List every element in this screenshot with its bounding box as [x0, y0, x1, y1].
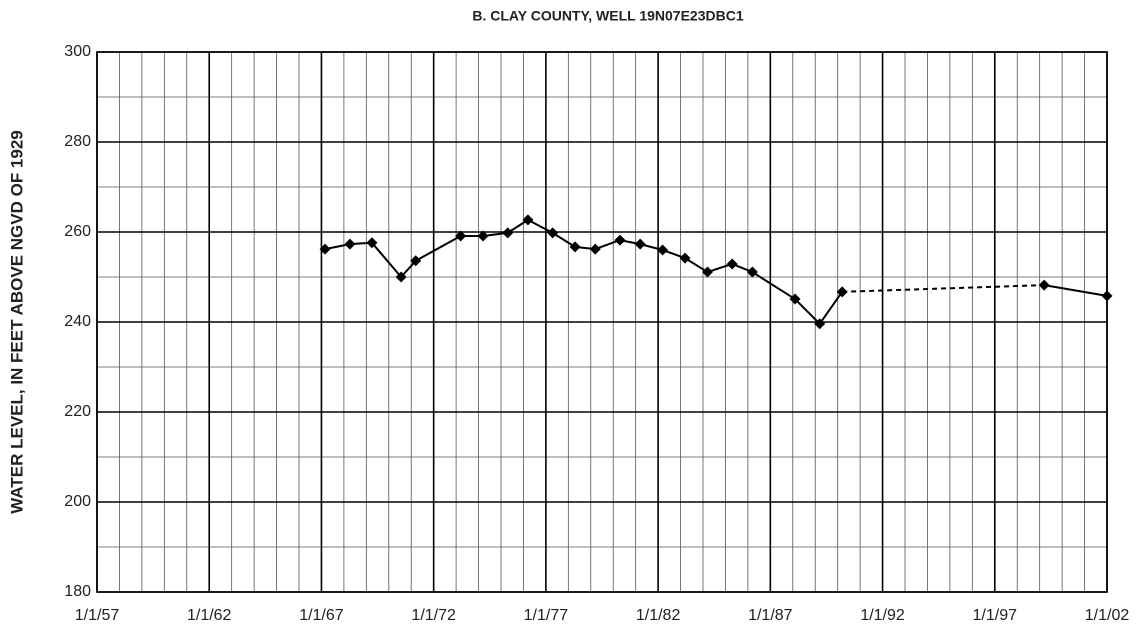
data-point: [657, 244, 669, 256]
line-segment: [371, 242, 402, 278]
data-point: [701, 266, 713, 278]
data-point: [836, 286, 848, 298]
y-axis-label: WATER LEVEL, IN FEET ABOVE NGVD OF 1929: [7, 130, 26, 514]
line-segment: [507, 219, 529, 234]
x-tick-label: 1/1/72: [411, 607, 456, 624]
data-point: [477, 230, 489, 242]
x-tick-label: 1/1/97: [973, 607, 1018, 624]
data-point: [410, 255, 422, 267]
line-segment: [842, 284, 1045, 293]
line-segment: [527, 218, 554, 234]
x-tick-label: 1/1/92: [860, 607, 905, 624]
data-point: [395, 271, 407, 283]
data-point: [746, 266, 758, 278]
y-tick-label: 180: [64, 583, 91, 600]
line-segment: [818, 291, 843, 325]
y-tick-label: 220: [64, 403, 91, 420]
data-point: [366, 237, 378, 249]
y-tick-label: 240: [64, 313, 91, 330]
x-tick-label: 1/1/62: [187, 607, 232, 624]
data-point: [679, 252, 691, 264]
data-point: [614, 234, 626, 246]
data-point: [344, 238, 356, 250]
data-point: [319, 243, 331, 255]
chart-title: B. CLAY COUNTY, WELL 19N07E23DBC1: [472, 8, 743, 24]
data-point: [547, 227, 559, 239]
line-segment: [684, 257, 709, 273]
line-segment: [794, 298, 821, 325]
x-tick-label: 1/1/82: [636, 607, 681, 624]
line-segment: [415, 235, 462, 262]
x-tick-label: 1/1/87: [748, 607, 793, 624]
y-tick-label: 280: [64, 133, 91, 150]
data-point: [569, 241, 581, 253]
data-point: [1101, 290, 1113, 302]
data-point: [589, 243, 601, 255]
x-tick-label: 1/1/67: [299, 607, 344, 624]
y-tick-label: 200: [64, 493, 91, 510]
line-segment: [751, 271, 796, 300]
x-tick-label: 1/1/57: [75, 607, 120, 624]
data-point: [455, 230, 467, 242]
data-point: [502, 227, 514, 239]
line-segment: [1043, 284, 1108, 297]
data-point: [814, 318, 826, 330]
x-tick-label: 1/1/02: [1085, 607, 1130, 624]
line-segment: [594, 239, 621, 251]
data-point: [1038, 279, 1050, 291]
y-tick-label: 300: [64, 43, 91, 60]
data-point: [789, 293, 801, 305]
data-point: [522, 214, 534, 226]
data-point: [634, 238, 646, 250]
x-tick-label: 1/1/77: [524, 607, 569, 624]
data-point: [726, 258, 738, 270]
y-tick-label: 260: [64, 223, 91, 240]
plot-border: [96, 51, 1108, 593]
line-segment: [552, 232, 576, 248]
